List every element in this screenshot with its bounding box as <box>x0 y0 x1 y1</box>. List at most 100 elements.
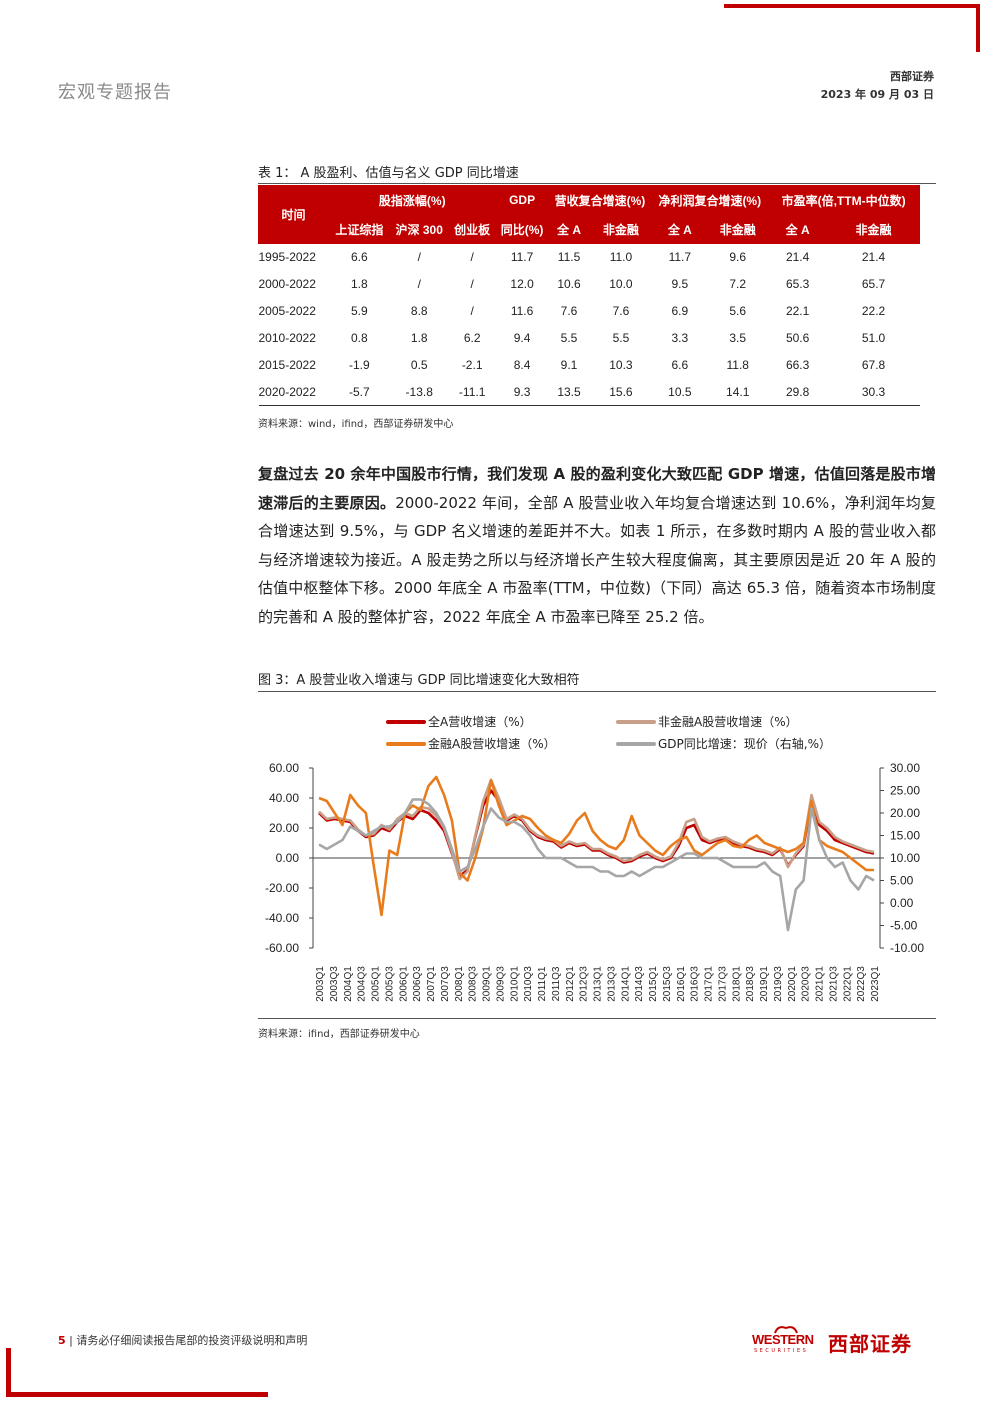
left-tick-label: 60.00 <box>269 761 299 775</box>
table-cell: 5.9 <box>350 304 368 318</box>
table-cell: 65.3 <box>785 277 810 291</box>
table-cell: 13.5 <box>548 378 590 406</box>
group-header-revenue: 营收复合增速(%) <box>547 185 653 215</box>
x-tick-label: 2016Q3 <box>690 966 701 1002</box>
row-period: 2005-2022 <box>258 304 316 318</box>
table-cell: 5.5 <box>560 331 578 345</box>
right-tick-label: 5.00 <box>890 874 914 888</box>
table-cell: 65.7 <box>861 277 886 291</box>
legend-label-0: 全A营收增速（%） <box>428 714 532 729</box>
x-tick-label: 2006Q3 <box>412 966 423 1002</box>
table-cell: 9.3 <box>496 378 549 406</box>
x-tick-label: 2021Q3 <box>828 966 839 1002</box>
table-cell: 8.8 <box>410 304 428 318</box>
group-header-pe: 市盈率(倍,TTM-中位数) <box>767 185 920 215</box>
footer-accent-line <box>6 1392 268 1397</box>
x-tick-label: 2015Q3 <box>662 966 673 1002</box>
company-name: 西部证券 <box>890 70 934 83</box>
table-cell: 21.4 <box>785 250 810 265</box>
table-cell: 8.4 <box>513 358 531 372</box>
legend-label-2: 金融A股营收增速（%） <box>428 736 556 751</box>
series-line-2 <box>318 775 874 917</box>
right-tick-label: -5.00 <box>890 919 918 933</box>
table-cell: 6.6 <box>671 358 689 372</box>
report-type: 宏观专题报告 <box>58 82 172 103</box>
table-cell: 11.0 <box>609 250 633 265</box>
table-row: 2005-2022 5.9 8.8 / 11.6 7.6 7.6 6.9 5.6 22.1 22.2 <box>259 298 920 325</box>
logo-chinese: 西部证券 <box>828 1332 912 1356</box>
x-tick-label: 2010Q1 <box>509 966 520 1002</box>
x-tick-label: 2010Q3 <box>523 966 534 1002</box>
table-cell: 10.0 <box>609 277 633 291</box>
x-tick-label: 2007Q1 <box>426 966 437 1002</box>
footer-accent-corner <box>6 1348 11 1397</box>
row-period: 1995-2022 <box>258 250 316 265</box>
footer-disclaimer: 5 | 请务必仔细阅读报告尾部的投资评级说明和声明 <box>58 1332 307 1348</box>
legend-label-1: 非金融A股营收增速（%） <box>658 714 798 729</box>
group-header-index: 股指涨幅(%) <box>327 185 497 215</box>
x-tick-label: 2003Q3 <box>329 966 340 1002</box>
table-cell: 12.0 <box>510 277 534 291</box>
table-cell: 51.0 <box>861 331 886 345</box>
right-tick-label: 15.00 <box>890 829 920 843</box>
legend-label-3: GDP同比增速：现价（右轴,%） <box>658 736 831 751</box>
x-tick-label: 2015Q1 <box>648 966 659 1002</box>
table-cell: 7.2 <box>729 277 747 291</box>
table-cell: -11.1 <box>448 378 497 406</box>
table-cell: 6.2 <box>463 331 481 345</box>
x-tick-label: 2019Q1 <box>759 966 770 1002</box>
sub-header: 全 A <box>547 214 591 244</box>
x-tick-label: 2005Q1 <box>371 966 382 1002</box>
series-line-3 <box>318 798 875 932</box>
x-tick-label: 2017Q1 <box>704 966 715 1002</box>
x-tick-label: 2018Q3 <box>745 966 756 1002</box>
table-row: 2010-2022 0.8 1.8 6.2 9.4 5.5 5.5 3.3 3.5 50.6 51.… <box>259 325 920 352</box>
table-cell: 0.5 <box>410 358 428 372</box>
x-tick-label: 2003Q1 <box>315 966 326 1002</box>
x-tick-label: 2017Q3 <box>717 966 728 1002</box>
sub-header: 全 A <box>651 214 709 244</box>
logo-english-sub: SECURITIES <box>754 1348 809 1354</box>
bull-horn-icon <box>774 1326 798 1334</box>
x-tick-label: 2022Q1 <box>842 966 853 1002</box>
table-cell: 9.5 <box>671 277 689 291</box>
table-cell: 66.3 <box>785 358 810 372</box>
revenue-gdp-line-chart: 60.00 40.00 20.00 0.00 -20.00 -40.00 -60.00 30.… <box>265 714 924 1002</box>
footer-separator: | <box>69 1334 77 1347</box>
table-cell: 11.5 <box>557 250 581 265</box>
figure-caption: 图 3：A 股营业收入增速与 GDP 同比增速变化大致相符 <box>258 673 580 688</box>
table-cell: 5.6 <box>729 304 747 318</box>
table-row: 1995-2022 6.6 / / 11.7 11.5 11.0 11.7 9.6 21.4 21.… <box>259 244 920 271</box>
table-cell: -2.1 <box>461 358 483 372</box>
table-cell: 5.5 <box>612 331 630 345</box>
x-tick-label: 2022Q3 <box>856 966 867 1002</box>
table-cell: 67.8 <box>861 358 886 372</box>
sub-header: 非金融 <box>707 214 769 244</box>
report-date: 2023 年 09 月 03 日 <box>820 88 934 101</box>
x-tick-label: 2005Q3 <box>384 966 395 1002</box>
x-tick-label: 2020Q3 <box>801 966 812 1002</box>
x-tick-label: 2012Q1 <box>565 966 576 1002</box>
body-paragraph: 复盘过去 20 余年中国股市行情，我们发现 A 股的盈利变化大致匹配 GDP 增… <box>258 460 936 631</box>
x-tick-label: 2007Q3 <box>440 966 451 1002</box>
x-tick-label: 2020Q1 <box>787 966 798 1002</box>
table-row: 2020-2022 -5.7 -13.8 -11.1 9.3 13.5 15.6 10.5 14… <box>258 378 920 406</box>
x-tick-label: 2011Q1 <box>537 966 548 1001</box>
table-cell: / <box>417 250 421 265</box>
table-cell: 11.7 <box>668 250 692 265</box>
row-period: 2000-2022 <box>258 277 316 291</box>
x-tick-label: 2004Q1 <box>343 966 354 1002</box>
table-cell: 9.1 <box>560 358 578 372</box>
table-cell: 15.6 <box>589 378 652 406</box>
sub-header: 沪深 300 <box>389 214 449 244</box>
right-tick-label: 10.00 <box>890 851 920 865</box>
table-row: 2000-2022 1.8 / / 12.0 10.6 10.0 9.5 7.2 65.3 65.7 <box>259 271 920 298</box>
x-tick-label: 2013Q3 <box>606 966 617 1002</box>
table-row: 2015-2022 -1.9 0.5 -2.1 8.4 9.1 10.3 6.6 11.8 66.… <box>259 352 920 379</box>
page-number: 5 <box>58 1334 66 1347</box>
table-cell: / <box>470 304 474 318</box>
table-cell: -13.8 <box>390 378 449 406</box>
header-accent-line <box>724 4 980 8</box>
disclaimer-text: 请务必仔细阅读报告尾部的投资评级说明和声明 <box>76 1334 308 1347</box>
table-cell: 7.6 <box>560 304 578 318</box>
